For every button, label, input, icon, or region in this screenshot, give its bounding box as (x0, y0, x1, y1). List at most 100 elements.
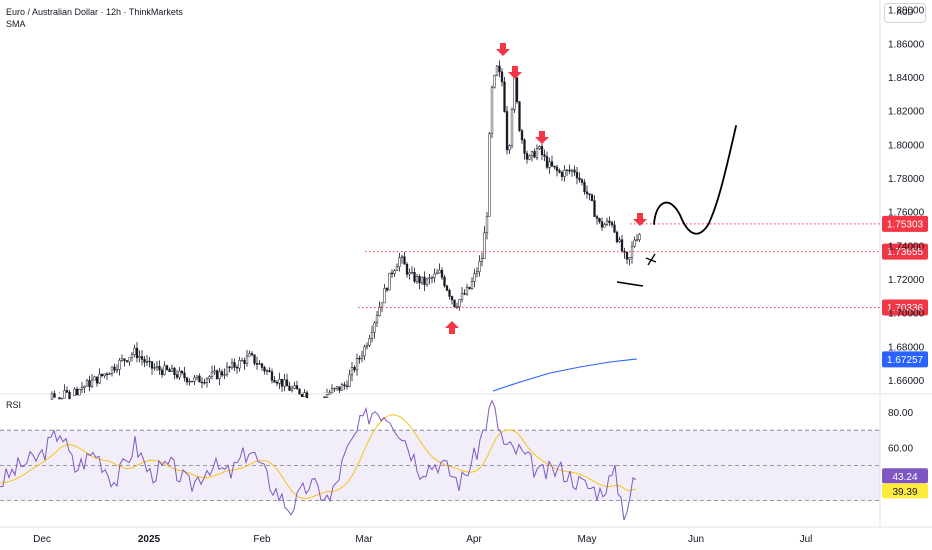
candle-body (480, 258, 484, 262)
candle-body (298, 388, 301, 395)
candle-body (460, 293, 464, 300)
candle-body (285, 379, 289, 387)
candle-body (495, 65, 499, 76)
candle-body (465, 286, 469, 295)
time-tick-label: Dec (33, 534, 51, 545)
candle-body (270, 371, 274, 381)
candle-body (610, 222, 614, 226)
candle-body (288, 385, 291, 391)
candle-body (140, 356, 144, 360)
candle-body (535, 148, 539, 158)
candle-body (410, 272, 414, 274)
candle-body (573, 169, 576, 173)
candle-body (603, 224, 606, 228)
symbol-title[interactable]: Euro / Australian Dollar · 12h · ThinkMa… (6, 7, 183, 17)
candle-body (125, 360, 129, 362)
price-tick-label: 1.66000 (888, 376, 925, 387)
candle-body (598, 218, 601, 223)
rsi-value-text: 39.39 (892, 487, 917, 498)
time-tick-label: Jul (800, 534, 813, 545)
candle-body (158, 366, 161, 371)
candle-body (623, 250, 626, 253)
candle-body (143, 359, 146, 363)
candle-body (95, 376, 99, 384)
candle-body (488, 133, 491, 217)
candle-body (375, 315, 379, 323)
rsi-legend[interactable]: RSI (6, 400, 22, 410)
candle-body (505, 111, 509, 151)
candle-body (635, 239, 639, 241)
candle-body (605, 220, 609, 225)
candle-body (148, 360, 151, 363)
candle-body (453, 299, 456, 308)
candle-body (235, 367, 239, 369)
candle-body (360, 355, 364, 359)
candle-body (75, 388, 79, 396)
candle-body (120, 358, 124, 361)
price-label-text: 1.75303 (887, 219, 924, 230)
candle-body (255, 363, 259, 365)
candle-body (160, 369, 164, 375)
candle-body (630, 246, 634, 258)
price-label-box (882, 299, 928, 316)
candle-body (243, 360, 246, 364)
candle-body (135, 347, 139, 359)
candle-body (133, 347, 136, 355)
candle-body (483, 232, 486, 259)
candle-body (563, 170, 566, 177)
candle-body (585, 191, 589, 194)
candle-body (275, 381, 279, 384)
candle-body (455, 306, 459, 308)
candle-body (53, 393, 56, 398)
candle-body (485, 215, 489, 234)
candle-body (65, 390, 69, 393)
candle-body (345, 385, 349, 387)
rsi-value-box (882, 468, 928, 484)
rsi-value-text: 43.24 (892, 472, 917, 483)
candle-body (268, 370, 271, 372)
candle-body (628, 257, 631, 260)
candle-body (340, 384, 344, 391)
candle-body (613, 224, 616, 233)
time-tick-label: Apr (466, 534, 482, 545)
candle-body (85, 380, 89, 387)
candle-body (575, 172, 579, 179)
candle-body (448, 290, 451, 297)
candle-body (625, 252, 629, 260)
candle-body (565, 169, 569, 171)
candle-body (570, 169, 574, 172)
candle-body (348, 374, 351, 387)
candle-body (265, 370, 269, 372)
candle-body (588, 193, 591, 195)
candle-body (335, 386, 339, 389)
candle-body (100, 373, 104, 376)
candle-body (73, 388, 76, 397)
candle-body (210, 371, 214, 377)
candle-body (420, 276, 424, 284)
candle-body (473, 273, 476, 282)
candle-body (528, 155, 531, 160)
time-tick-label: Mar (355, 534, 373, 545)
candle-body (138, 356, 141, 359)
indicator-label[interactable]: SMA (6, 19, 26, 29)
candle-body (225, 366, 229, 375)
candle-body (128, 357, 131, 362)
candle-body (330, 388, 334, 394)
currency-button[interactable]: AUD (884, 3, 926, 23)
candle-body (555, 166, 559, 171)
rsi-value-box (882, 483, 928, 499)
candle-body (105, 373, 109, 375)
candle-body (83, 385, 86, 388)
candle-body (608, 220, 611, 223)
candle-body (283, 379, 286, 387)
candle-body (538, 146, 541, 149)
candle-body (300, 393, 304, 398)
price-tick-label: 1.76000 (888, 208, 925, 219)
candle-body (250, 353, 254, 355)
candle-body (130, 354, 134, 358)
candle-body (433, 273, 436, 278)
candle-body (560, 172, 564, 177)
candle-body (515, 77, 519, 102)
candle-body (450, 296, 454, 301)
